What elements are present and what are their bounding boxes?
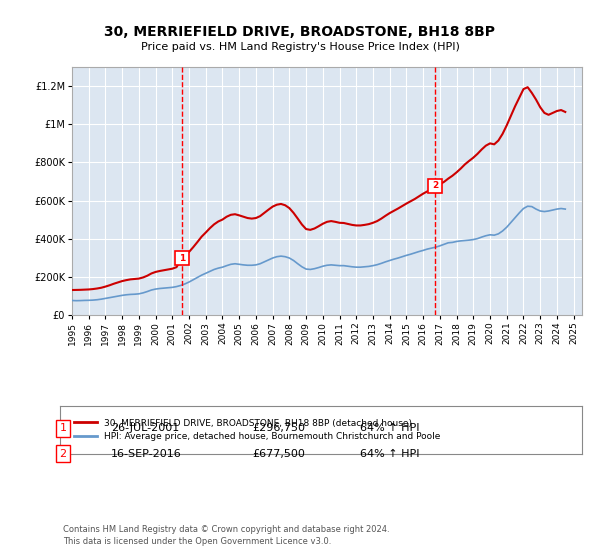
Text: 1: 1 [59, 423, 67, 433]
Text: £296,750: £296,750 [252, 423, 305, 433]
Text: 1: 1 [179, 254, 185, 263]
Text: 30, MERRIEFIELD DRIVE, BROADSTONE, BH18 8BP: 30, MERRIEFIELD DRIVE, BROADSTONE, BH18 … [104, 25, 496, 39]
Text: Contains HM Land Registry data © Crown copyright and database right 2024.
This d: Contains HM Land Registry data © Crown c… [63, 525, 389, 546]
Text: 2: 2 [59, 449, 67, 459]
Text: 26-JUL-2001: 26-JUL-2001 [111, 423, 179, 433]
Text: 2: 2 [432, 181, 438, 190]
Text: £677,500: £677,500 [252, 449, 305, 459]
Text: 16-SEP-2016: 16-SEP-2016 [111, 449, 182, 459]
Legend: 30, MERRIEFIELD DRIVE, BROADSTONE, BH18 8BP (detached house), HPI: Average price: 30, MERRIEFIELD DRIVE, BROADSTONE, BH18 … [70, 414, 445, 446]
Text: Price paid vs. HM Land Registry's House Price Index (HPI): Price paid vs. HM Land Registry's House … [140, 42, 460, 52]
Text: 64% ↑ HPI: 64% ↑ HPI [360, 449, 419, 459]
Text: 64% ↑ HPI: 64% ↑ HPI [360, 423, 419, 433]
